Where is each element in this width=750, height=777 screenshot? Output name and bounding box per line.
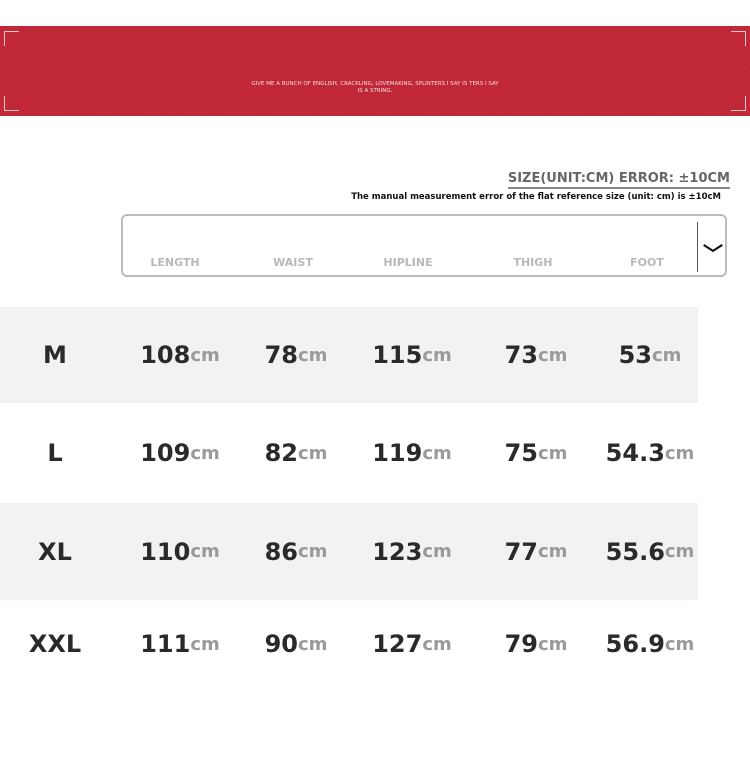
- measurement-note: The manual measurement error of the flat…: [351, 192, 721, 202]
- unit: cm: [297, 541, 328, 562]
- value: 79: [504, 630, 538, 658]
- unit: cm: [422, 442, 452, 464]
- size-chart-title: SIZE(UNIT:CM) ERROR: ±10CM: [507, 171, 730, 189]
- unit: cm: [297, 442, 328, 464]
- measurement-cell: 79 cm: [476, 600, 596, 688]
- measurement-cell: 115 cm: [352, 307, 472, 403]
- size-label: L: [47, 439, 63, 467]
- measurement-cell: 53 cm: [590, 307, 710, 403]
- measurement-cell: 54.3 cm: [590, 403, 710, 503]
- col-length: LENGTH: [150, 256, 200, 269]
- value: 77: [504, 537, 538, 566]
- value: 75: [504, 439, 538, 467]
- value: 109: [140, 439, 191, 467]
- banner-text: GIVE ME A BUNCH OF ENGLISH, CRACKLING, L…: [251, 81, 499, 94]
- table-row: XXL 111 cm 90 cm 127 cm 79 cm 56.9 cm: [0, 600, 698, 688]
- unit: cm: [422, 541, 452, 562]
- value: 110: [140, 537, 191, 566]
- col-thigh: THIGH: [513, 256, 553, 269]
- unit: cm: [297, 344, 328, 366]
- col-waist: WAIST: [273, 256, 313, 269]
- measurement-cell: 110 cm: [120, 503, 240, 600]
- value: 86: [264, 537, 298, 566]
- measurement-cell: 56.9 cm: [590, 600, 710, 688]
- measurement-cell: 82 cm: [236, 403, 356, 503]
- measurement-cell: 127 cm: [352, 600, 472, 688]
- value: 123: [372, 537, 423, 566]
- measurement-cell: 55.6 cm: [590, 503, 710, 600]
- measurement-cell: 108 cm: [120, 307, 240, 403]
- value: 54.3: [605, 439, 665, 467]
- column-header: LENGTH WAIST HIPLINE THIGH FOOT ﹀: [121, 214, 727, 277]
- value: 55.6: [605, 537, 665, 566]
- value: 108: [140, 341, 191, 369]
- unit: cm: [651, 344, 682, 366]
- measurement-cell: 75 cm: [476, 403, 596, 503]
- col-foot: FOOT: [630, 256, 664, 269]
- value: 82: [264, 439, 298, 467]
- table-row: M 108 cm 78 cm 115 cm 73 cm 53 cm: [0, 307, 698, 403]
- value: 119: [372, 439, 423, 467]
- col-hipline: HIPLINE: [383, 256, 433, 269]
- unit: cm: [190, 541, 220, 562]
- value: 53: [618, 341, 652, 369]
- unit: cm: [537, 633, 568, 655]
- measurement-cell: 119 cm: [352, 403, 472, 503]
- measurement-cell: 90 cm: [236, 600, 356, 688]
- measurement-cell: 73 cm: [476, 307, 596, 403]
- value: 56.9: [605, 630, 665, 658]
- measurement-cell: 86 cm: [236, 503, 356, 600]
- value: 90: [264, 630, 298, 658]
- size-label: XXL: [28, 630, 82, 658]
- measurement-cell: 77 cm: [476, 503, 596, 600]
- unit: cm: [422, 633, 452, 655]
- unit: cm: [664, 442, 695, 464]
- value: 111: [140, 630, 191, 658]
- divider: [697, 222, 698, 272]
- value: 78: [264, 341, 298, 369]
- value: 73: [504, 341, 538, 369]
- unit: cm: [664, 633, 695, 655]
- chevron-down-icon: ﹀: [703, 242, 723, 266]
- unit: cm: [422, 344, 452, 366]
- size-label: M: [43, 341, 67, 369]
- value: 115: [372, 341, 423, 369]
- unit: cm: [190, 633, 220, 655]
- unit: cm: [537, 541, 568, 562]
- measurement-cell: 78 cm: [236, 307, 356, 403]
- unit: cm: [537, 442, 568, 464]
- value: 127: [372, 630, 423, 658]
- measurement-cell: 109 cm: [120, 403, 240, 503]
- table-row: L 109 cm 82 cm 119 cm 75 cm 54.3 cm: [0, 403, 698, 503]
- unit: cm: [664, 541, 695, 562]
- unit: cm: [190, 442, 220, 464]
- table-row: XL 110 cm 86 cm 123 cm 77 cm 55.6 cm: [0, 503, 698, 600]
- measurement-cell: 111 cm: [120, 600, 240, 688]
- size-label: XL: [38, 537, 72, 566]
- measurement-cell: 123 cm: [352, 503, 472, 600]
- unit: cm: [297, 633, 328, 655]
- header-banner: GIVE ME A BUNCH OF ENGLISH, CRACKLING, L…: [0, 26, 750, 116]
- unit: cm: [190, 344, 220, 366]
- unit: cm: [537, 344, 568, 366]
